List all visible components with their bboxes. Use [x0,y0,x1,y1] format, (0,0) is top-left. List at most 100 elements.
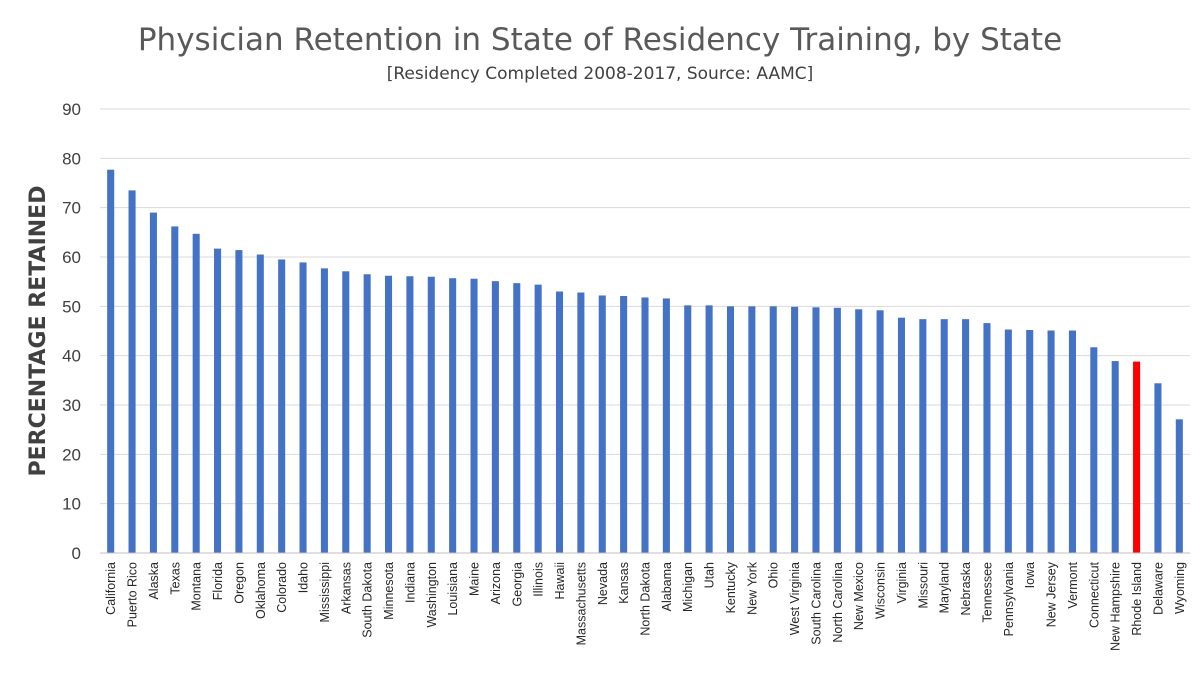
x-tick-label: Massachusetts [574,562,588,645]
bar-washington [427,276,435,553]
bar-arkansas [342,271,350,553]
x-tick-label: Kansas [617,562,631,604]
bar-puerto-rico [128,190,136,553]
y-tick-label: 40 [62,347,81,366]
bar-wisconsin [876,310,884,553]
bar-florida [214,248,222,553]
x-tick-label: Connecticut [1087,561,1101,628]
x-tick-label: Puerto Rico [126,562,140,627]
x-tick-label: Georgia [510,562,524,607]
chart-subtitle: [Residency Completed 2008-2017, Source: … [387,64,814,84]
x-tick-label: Virginia [895,562,909,604]
bar-connecticut [1090,347,1098,553]
x-tick-label: Utah [703,562,717,588]
bar-california [107,169,115,553]
x-tick-label: West Virginia [788,562,802,635]
bar-idaho [299,262,307,553]
x-tick-label: Montana [190,562,204,611]
y-tick-labels: 0 10 20 30 40 50 60 70 80 90 [62,100,81,563]
x-tick-label: Vermont [1066,561,1080,608]
x-tick-label: Colorado [275,562,289,613]
x-tick-label: Rhode Island [1130,562,1144,636]
x-tick-label: Illinois [532,562,546,597]
x-tick-label: North Carolina [831,562,845,643]
bar-utah [705,305,713,553]
x-tick-label: Texas [168,562,182,595]
x-tick-label: Indiana [403,562,417,603]
bar-rhode-island [1133,361,1141,553]
x-tick-label: Mississippi [318,562,332,622]
x-tick-label: New Hampshire [1109,562,1123,651]
bar-virginia [897,317,905,553]
x-tick-label: Wyoming [1173,562,1187,614]
bar-iowa [1026,330,1034,553]
bar-illinois [534,284,542,553]
x-tick-label: Arizona [489,562,503,604]
x-tick-label: Washington [425,562,439,628]
x-tick-label: Ohio [767,562,781,588]
x-tick-label: Missouri [916,562,930,609]
x-tick-label: Nevada [596,562,610,605]
y-tick-label: 60 [62,248,81,267]
bar-new-jersey [1047,330,1055,553]
bar-maryland [940,319,948,553]
x-tick-label: Alaska [147,562,161,600]
bar-mississippi [320,268,328,553]
x-tick-label: Pennsylvania [1002,562,1016,636]
x-tick-label: New Jersey [1045,561,1059,627]
x-tick-label: New York [745,561,759,615]
x-tick-label: Alabama [660,562,674,611]
bar-delaware [1154,383,1162,553]
bar-colorado [278,259,286,553]
y-tick-label: 0 [72,544,81,563]
x-tick-label: Maine [468,562,482,596]
x-tick-label: New Mexico [852,562,866,630]
x-tick-label: South Carolina [809,562,823,645]
bar-pennsylvania [1004,329,1012,553]
bar-west-virginia [791,306,799,553]
bar-georgia [513,283,521,553]
x-tick-label: Idaho [297,562,311,593]
bar-alaska [149,212,157,553]
y-tick-label: 10 [62,495,81,514]
y-tick-label: 70 [62,199,81,218]
x-tick-labels: California Puerto Rico Alaska Texas Montana F… [104,561,1187,651]
x-tick-label: Wisconsin [874,562,888,619]
x-tick-label: Michigan [681,562,695,612]
y-tick-label: 50 [62,297,81,316]
y-axis-label: PERCENTAGE RETAINED [26,186,51,477]
bar-nevada [598,295,606,553]
x-tick-label: California [104,562,118,615]
x-tick-label: Minnesota [382,562,396,620]
bar-montana [192,233,200,553]
x-tick-label: Arkansas [339,562,353,614]
bar-south-carolina [812,307,820,553]
x-tick-label: Hawaii [553,562,567,600]
bar-new-hampshire [1111,361,1119,553]
x-tick-label: Tennessee [980,562,994,623]
x-tick-label: South Dakota [361,562,375,638]
x-tick-label: Maryland [938,562,952,613]
bar-vermont [1068,330,1076,553]
x-tick-label: North Dakota [639,562,653,636]
bar-north-carolina [833,307,841,553]
bar-massachusetts [577,292,585,553]
bar-michigan [684,305,692,553]
x-tick-label: Oregon [232,562,246,604]
bar-north-dakota [641,297,649,553]
bar-missouri [919,319,927,553]
x-tick-label: Iowa [1023,562,1037,588]
y-tick-label: 80 [62,149,81,168]
x-tick-label: Kentucky [724,561,738,613]
y-tick-label: 90 [62,100,81,119]
bar-arizona [491,281,499,553]
bars [107,169,1183,554]
y-tick-label: 30 [62,396,81,415]
bar-alabama [662,298,670,553]
y-tick-label: 20 [62,445,81,464]
bar-oregon [235,250,243,554]
bar-ohio [769,306,777,553]
x-tick-label: Oklahoma [254,562,268,619]
bar-tennessee [983,323,991,553]
